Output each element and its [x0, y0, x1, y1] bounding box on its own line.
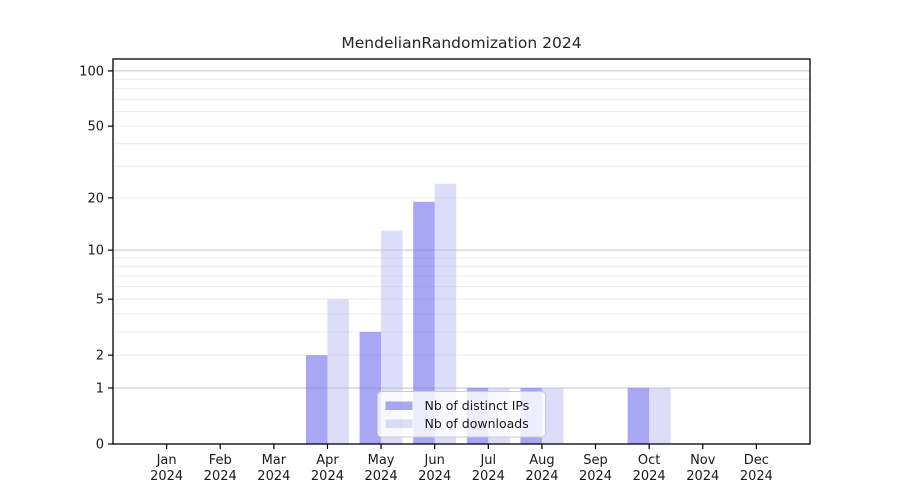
bar-nb-of-downloads-apr: [327, 299, 349, 444]
y-tick-label-0: 0: [96, 438, 104, 453]
x-tick-label-month-mar: Mar: [262, 453, 287, 468]
x-tick-label-month-nov: Nov: [690, 453, 716, 468]
x-tick-label-year-feb: 2024: [204, 469, 237, 484]
x-axis: Jan2024Feb2024Mar2024Apr2024May2024Jun20…: [150, 444, 773, 484]
legend: Nb of distinct IPs Nb of downloads: [377, 391, 546, 438]
x-tick-label-year-jun: 2024: [418, 469, 451, 484]
x-tick-label-month-may: May: [368, 453, 395, 468]
gridlines: [113, 70, 810, 389]
x-tick-label-year-aug: 2024: [525, 469, 558, 484]
x-tick-label-month-aug: Aug: [529, 453, 554, 468]
legend-swatch-nb-of-distinct-ips: [385, 401, 413, 410]
x-tick-label-year-jul: 2024: [472, 469, 505, 484]
legend-label-nb-of-downloads: Nb of downloads: [425, 416, 529, 431]
x-tick-label-year-mar: 2024: [257, 469, 290, 484]
y-tick-label-1: 1: [96, 381, 104, 396]
y-tick-label-20: 20: [87, 191, 104, 206]
x-tick-label-year-jan: 2024: [150, 469, 183, 484]
bar-nb-of-downloads-aug: [541, 387, 564, 444]
bar-nb-of-distinct-ips-apr: [305, 355, 328, 444]
bar-nb-of-downloads-may: [381, 230, 403, 444]
x-tick-label-month-feb: Feb: [209, 453, 232, 468]
y-tick-label-5: 5: [96, 293, 104, 308]
x-tick-label-month-jan: Jan: [156, 453, 177, 468]
x-tick-label-month-dec: Dec: [744, 453, 769, 468]
legend-label-nb-of-distinct-ips: Nb of distinct IPs: [425, 398, 530, 413]
legend-box: [377, 391, 546, 438]
x-tick-label-year-apr: 2024: [311, 469, 344, 484]
x-tick-label-year-nov: 2024: [686, 469, 719, 484]
x-tick-label-year-sep: 2024: [579, 469, 612, 484]
y-tick-label-100: 100: [79, 64, 104, 79]
x-tick-label-year-oct: 2024: [633, 469, 666, 484]
bar-nb-of-distinct-ips-may: [359, 331, 382, 444]
x-tick-label-month-oct: Oct: [638, 453, 660, 468]
y-tick-label-10: 10: [87, 244, 104, 259]
x-tick-label-month-sep: Sep: [583, 453, 608, 468]
x-tick-label-year-dec: 2024: [740, 469, 773, 484]
legend-swatch-nb-of-downloads: [385, 419, 413, 428]
x-tick-label-month-apr: Apr: [316, 453, 339, 468]
bar-nb-of-distinct-ips-jun: [413, 201, 435, 444]
bar-nb-of-distinct-ips-oct: [627, 387, 650, 444]
chart-title: MendelianRandomization 2024: [341, 34, 582, 52]
x-tick-label-year-may: 2024: [365, 469, 398, 484]
y-tick-label-2: 2: [96, 349, 104, 364]
plot-frame: [112, 58, 811, 445]
y-tick-label-50: 50: [87, 120, 104, 135]
bar-nb-of-downloads-oct: [649, 387, 671, 444]
x-tick-label-month-jun: Jun: [424, 453, 445, 468]
x-tick-label-month-jul: Jul: [479, 453, 496, 468]
bar-nb-of-downloads-jun: [434, 183, 457, 444]
y-axis: 0 1 2 5 10 20 50 100: [79, 64, 113, 453]
